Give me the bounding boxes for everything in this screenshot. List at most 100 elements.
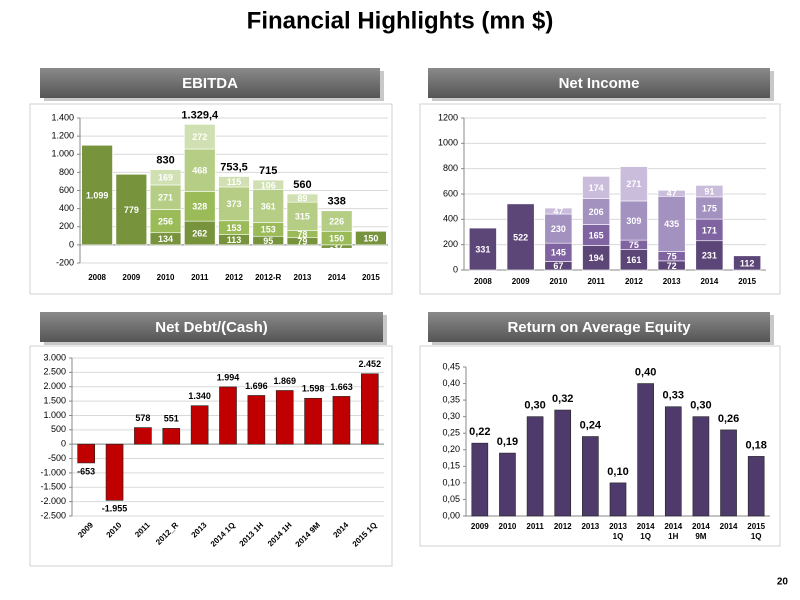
bar-segment [218,176,250,188]
total-label: 1.329,4 [181,109,219,121]
segment-label: 271 [158,193,173,203]
bar-segment [252,189,284,223]
bar [664,406,682,517]
y-tick-label: 0,45 [442,361,460,371]
data-label: 0,32 [552,393,573,405]
bar [609,482,627,517]
x-tick-label: 2010 [549,277,567,286]
segment-label: 262 [192,228,207,238]
total-label: 715 [259,165,277,177]
y-tick-label: 3.000 [43,352,66,362]
bar-segment [582,176,611,199]
segment-label: 150 [329,233,344,243]
x-tick-label: 2011 [526,522,544,531]
x-tick-label: 2011 [133,520,152,539]
bar [471,442,489,517]
x-tick-label: 2010 [499,522,517,531]
y-tick-label: 0,35 [442,394,460,404]
bar-segment [657,190,686,197]
bar-segment [695,185,724,198]
x-tick-label: 2013 [663,277,681,286]
x-tick-label: 2014 1H [664,522,682,541]
x-tick-label: 2015 [738,277,756,286]
y-tick-label: 0 [453,264,458,274]
total-label: 830 [156,155,174,167]
segment-label: 171 [702,225,717,235]
bar-segment [468,227,497,271]
y-tick-label: -200 [56,257,74,267]
title-banner [428,312,770,342]
y-tick-label: 500 [51,424,66,434]
bar [692,416,710,517]
y-tick-label: 1.000 [51,149,74,159]
segment-label: 522 [513,232,528,242]
y-tick-label: 800 [443,163,458,173]
segment-label: 256 [158,217,173,227]
data-label: 0,30 [524,400,545,412]
bar [304,397,322,445]
bar-segment [286,193,319,203]
segment-label: 206 [589,207,604,217]
data-label: 551 [164,414,179,424]
data-label: 1.994 [217,372,240,382]
x-tick-label: 2013 [581,522,599,531]
bar [720,429,737,517]
bar [162,428,181,445]
x-tick-label: 2013 1Q [609,522,627,541]
title-banner [40,312,383,342]
y-tick-label: 200 [59,221,74,231]
bar [747,456,765,517]
x-tick-label: 2014 [720,522,738,531]
bar-segment [619,200,648,241]
segment-label: 169 [158,173,173,183]
segment-label: 75 [629,240,639,250]
y-tick-label: -500 [48,453,66,463]
segment-label: 328 [192,202,207,212]
data-label: -1.955 [102,504,128,514]
data-label: 1.869 [273,376,296,386]
x-tick-label: 2014 1Q [209,521,237,549]
y-tick-label: 2.500 [43,367,66,377]
x-tick-label: 2010 [157,273,175,282]
total-label: 560 [293,179,311,191]
x-tick-label: 2015 1Q [351,521,379,549]
bar [190,405,209,445]
data-label: 1.696 [245,381,268,391]
segment-label: 231 [702,251,717,261]
segment-label: 435 [664,219,679,229]
bar-segment [218,186,250,222]
bar-segment [506,203,535,271]
segment-label: -37 [330,242,343,252]
segment-label: 779 [124,205,139,215]
x-tick-label: 2012 [554,522,572,531]
y-tick-label: 0,10 [442,477,460,487]
data-label: 1.598 [302,384,325,394]
x-tick-label: 2014 1H [266,520,294,548]
y-tick-label: 400 [59,203,74,213]
y-tick-label: 0 [61,439,66,449]
segment-label: 161 [626,255,641,265]
x-tick-label: 2014 [331,520,350,539]
y-tick-label: 0,40 [442,378,460,388]
y-tick-label: 0,05 [442,494,460,504]
segment-label: 78 [297,230,307,240]
x-tick-label: 2009 [122,273,140,282]
chart-frame [419,103,781,295]
bar-segment [695,240,724,271]
y-tick-label: 0,20 [442,444,460,454]
segment-label: 373 [226,199,241,209]
total-label: 338 [327,196,345,208]
data-label: 578 [135,413,150,423]
segment-label: 113 [227,235,242,245]
page-title: Financial Highlights (mn $) [247,7,554,34]
x-tick-label: 2012 [625,277,643,286]
x-tick-label: 2014 [700,277,718,286]
x-tick-label: 2014 [328,273,346,282]
segment-label: 468 [192,166,207,176]
bar [134,427,152,445]
y-tick-label: -2.000 [40,496,66,506]
data-label: 0,18 [745,439,766,451]
segment-label: 153 [226,223,241,233]
data-label: 0,26 [718,413,739,425]
